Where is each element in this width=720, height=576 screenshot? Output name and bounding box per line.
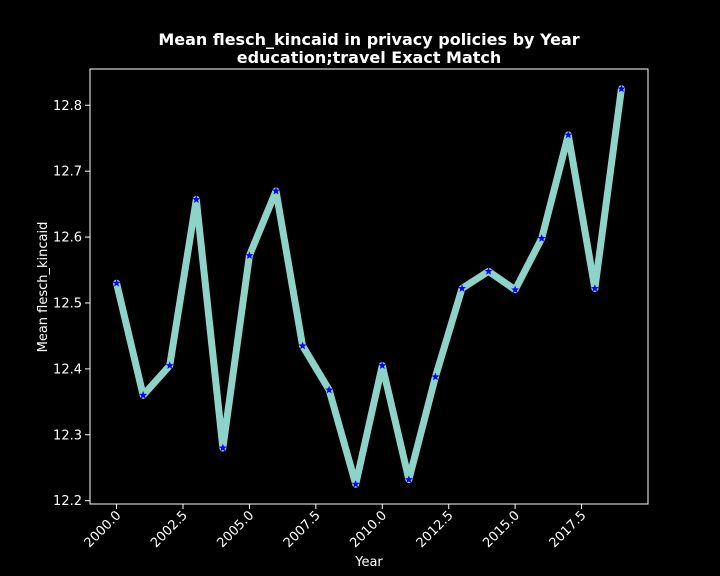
data-point-marker [537,234,546,242]
y-axis: 12.2 12.3 12.4 12.5 12.6 12.7 12.8 [53,99,90,509]
data-point-marker [617,84,626,93]
data-point-marker [112,279,121,287]
plot-area [89,68,649,505]
data-point-marker [165,361,174,369]
y-tick-label: 12.5 [53,296,82,311]
data-point-marker [590,284,599,292]
chart-subtitle: education;travel Exact Match [237,48,502,67]
series-markers [112,84,626,488]
data-point-marker [192,195,201,203]
data-point-marker [378,361,387,369]
data-point-marker [431,372,440,381]
y-tick-label: 12.7 [53,165,82,180]
data-point-marker [351,480,360,488]
y-tick-label: 12.4 [53,362,82,377]
x-axis-label: Year [354,555,383,570]
data-point-marker [245,251,254,259]
y-tick-label: 12.3 [53,428,82,443]
series-line [113,85,625,488]
y-tick-label: 12.2 [53,494,82,509]
data-point-marker [511,285,520,294]
data-point-marker [404,475,413,484]
data-point-marker [139,391,148,399]
data-point-marker [272,186,280,195]
data-point-marker [484,267,493,275]
y-tick-label: 12.8 [53,99,82,114]
data-point-marker [218,443,227,452]
data-point-marker [298,341,307,350]
data-point-marker [458,284,466,292]
y-tick-label: 12.6 [53,231,82,246]
data-point-marker [325,385,334,394]
data-point-marker [564,130,573,139]
y-axis-label: Mean flesch_kincaid [36,222,51,353]
chart-title: Mean flesch_kincaid in privacy policies … [158,30,579,49]
